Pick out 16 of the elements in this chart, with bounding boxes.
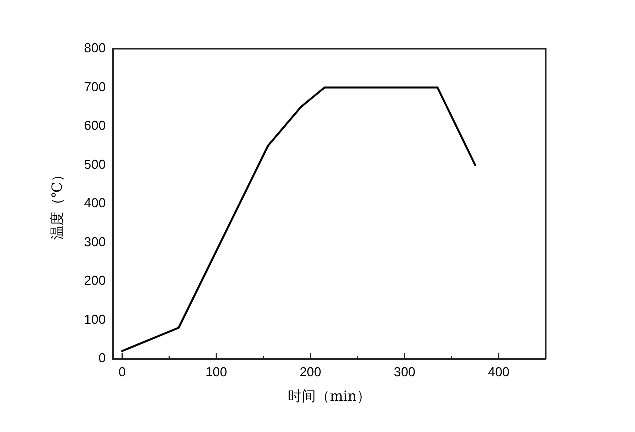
x-axis-title: 时间（min） — [288, 389, 371, 406]
x-tick-label: 400 — [488, 364, 510, 380]
x-tick-label: 0 — [118, 364, 126, 380]
y-tick-label: 600 — [84, 118, 106, 134]
x-tick-label: 100 — [206, 364, 228, 380]
y-tick-label: 300 — [84, 234, 106, 250]
x-tick-label: 300 — [394, 364, 416, 380]
y-tick-label: 800 — [84, 40, 106, 56]
x-tick-label: 200 — [300, 364, 322, 380]
y-tick-label: 400 — [84, 196, 106, 211]
y-axis-title: 温度（℃） — [50, 168, 66, 240]
y-tick-label: 100 — [84, 312, 106, 327]
y-tick-label: 500 — [84, 156, 106, 172]
y-tick-label: 700 — [84, 79, 106, 94]
y-tick-label: 200 — [84, 273, 106, 288]
y-tick-label: 0 — [98, 350, 106, 366]
